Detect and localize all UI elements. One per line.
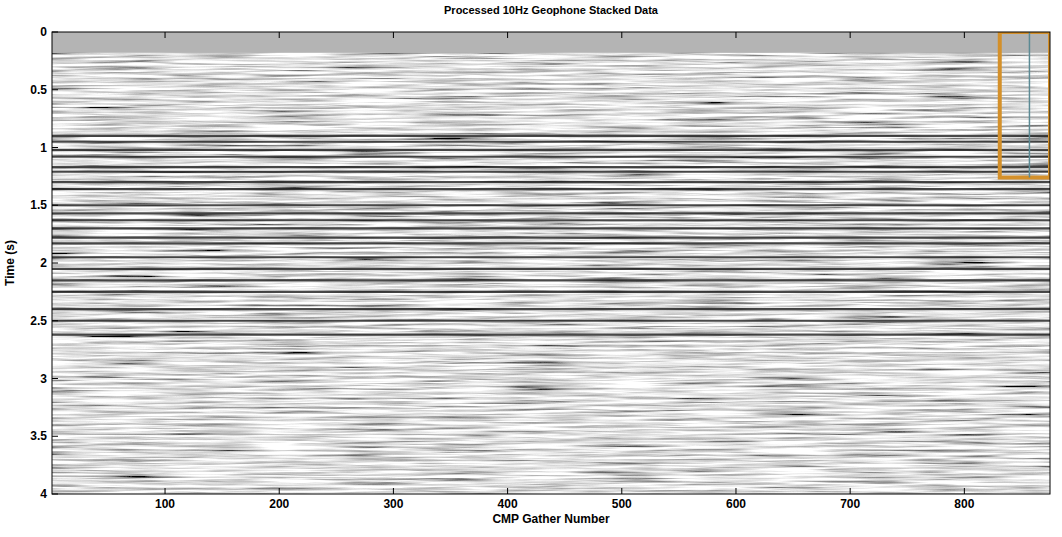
- y-tick-label: 0.5: [30, 83, 47, 97]
- reflector: [52, 181, 1050, 183]
- x-tick-label: 400: [498, 497, 518, 511]
- y-tick-label: 2.5: [30, 314, 47, 328]
- highlight-box: [1000, 32, 1050, 178]
- y-tick-label: 1.5: [30, 198, 47, 212]
- reflector: [52, 268, 1050, 270]
- y-tick: [52, 89, 58, 90]
- x-tick-label: 200: [269, 497, 289, 511]
- x-axis-title: CMP Gather Number: [492, 512, 609, 526]
- x-tick: [165, 488, 166, 494]
- y-tick-label: 4: [40, 487, 47, 501]
- x-tick: [621, 488, 622, 494]
- reflector: [52, 227, 1050, 229]
- plot-area: [52, 32, 1050, 494]
- reflector: [52, 242, 1050, 244]
- x-tick-top: [507, 32, 508, 38]
- reflector: [52, 219, 1050, 221]
- y-tick: [52, 436, 58, 437]
- reflector: [52, 166, 1050, 168]
- reflector: [52, 256, 1050, 258]
- y-tick: [52, 263, 58, 264]
- y-tick: [52, 205, 58, 206]
- x-tick-top: [165, 32, 166, 38]
- x-tick: [964, 488, 965, 494]
- x-tick-top: [850, 32, 851, 38]
- reflector: [52, 188, 1050, 190]
- x-tick-label: 500: [612, 497, 632, 511]
- x-tick-top: [279, 32, 280, 38]
- y-tick: [52, 32, 58, 33]
- y-axis-title: Time (s): [3, 240, 17, 286]
- reflector: [52, 291, 1050, 293]
- reflector: [52, 308, 1050, 310]
- frame: [52, 32, 1050, 494]
- background: [52, 32, 1050, 494]
- reflector: [52, 212, 1050, 214]
- y-tick: [52, 147, 58, 148]
- reflector: [52, 156, 1050, 158]
- reflector: [52, 135, 1050, 137]
- x-tick: [735, 488, 736, 494]
- reflector: [52, 204, 1050, 206]
- reflector: [52, 279, 1050, 281]
- x-tick-top: [964, 32, 965, 38]
- x-tick-label: 100: [155, 497, 175, 511]
- y-tick: [52, 378, 58, 379]
- x-tick: [279, 488, 280, 494]
- x-tick: [850, 488, 851, 494]
- x-tick-label: 800: [954, 497, 974, 511]
- x-tick-label: 700: [840, 497, 860, 511]
- reflector: [52, 334, 1050, 336]
- y-tick-label: 1: [40, 141, 47, 155]
- reflector: [52, 236, 1050, 238]
- title: Processed 10Hz Geophone Stacked Data: [444, 4, 659, 16]
- reflector: [52, 171, 1050, 173]
- reflector: [52, 320, 1050, 322]
- y-tick: [52, 494, 58, 495]
- chart: 100 200 300 400 500 600 700 800 0 0.5 1 1.5 2 2.5 3 3.5…: [0, 0, 1062, 537]
- x-tick-top: [621, 32, 622, 38]
- x-tick-label: 300: [383, 497, 403, 511]
- y-tick-label: 3.5: [30, 429, 47, 443]
- noise-texture: [52, 32, 1050, 494]
- trace-line: [1029, 32, 1031, 178]
- mute-zone: [52, 32, 1050, 53]
- reflector: [52, 149, 1050, 151]
- y-tick-label: 2: [40, 256, 47, 270]
- y-tick-label: 3: [40, 372, 47, 386]
- y-tick-label: 0: [40, 25, 47, 39]
- y-tick: [52, 320, 58, 321]
- x-tick: [393, 488, 394, 494]
- x-tick-top: [735, 32, 736, 38]
- reflector: [52, 141, 1050, 143]
- x-tick-top: [393, 32, 394, 38]
- x-tick: [507, 488, 508, 494]
- x-tick-label: 600: [726, 497, 746, 511]
